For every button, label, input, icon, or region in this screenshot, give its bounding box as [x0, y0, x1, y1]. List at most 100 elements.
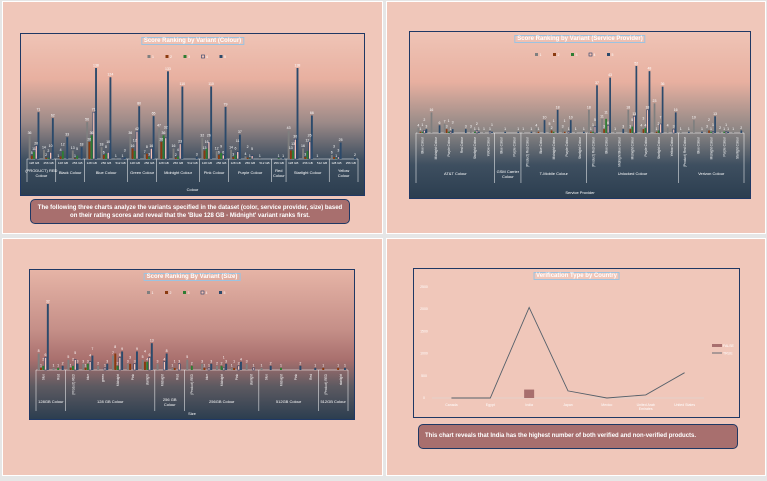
bar-rating-2: [30, 155, 33, 159]
category-label: Pink: [294, 374, 298, 381]
data-label: 1: [712, 123, 714, 127]
data-label: 12: [133, 139, 137, 143]
category-label: Purple Colour: [447, 136, 451, 156]
data-label: 3: [106, 359, 108, 363]
bar-rating-4: [646, 109, 649, 134]
data-label: 16: [149, 144, 153, 148]
y-tick-label: 500: [421, 374, 427, 378]
bar-rating-1: [693, 120, 695, 133]
bar-rating-2: [102, 155, 105, 159]
group-label: 512GB Colour: [276, 399, 302, 404]
category-label: Starlight Colour: [578, 136, 582, 159]
bar-rating-4: [593, 126, 597, 134]
category-label: Blue Colour: [696, 136, 700, 154]
legend-swatch: [219, 291, 222, 294]
data-label: 47: [157, 124, 161, 128]
bar-rating-1: [588, 109, 590, 133]
y-tick-label: 0: [423, 396, 425, 400]
data-label: 1: [592, 123, 594, 127]
group-label: Pink Colour: [204, 170, 225, 175]
bar-rating-5: [438, 125, 441, 133]
bar-rating-1: [52, 367, 55, 370]
data-label: 1: [316, 154, 318, 158]
bar-rating-3: [644, 127, 647, 133]
data-label: 1: [115, 154, 117, 158]
bar-rating-1: [201, 363, 204, 370]
data-label: 6: [607, 121, 609, 125]
data-label: 36: [28, 131, 32, 135]
bar-rating-5: [622, 129, 625, 133]
category-label: 256 GB: [245, 161, 255, 165]
data-label: 3: [465, 125, 467, 129]
bar-rating-3: [723, 131, 726, 133]
category-label: (Product) Red Colour: [526, 136, 530, 167]
bar-rating-2: [563, 131, 566, 133]
bar-rating-5: [269, 365, 272, 370]
bar-rating-1: [129, 135, 132, 159]
bar-rating-2: [114, 353, 117, 370]
data-label: 1: [732, 127, 734, 131]
bar-rating-1: [548, 126, 551, 133]
data-label: 3: [178, 359, 180, 363]
group-label: Midnight Colour: [164, 170, 193, 175]
data-label: 1: [688, 127, 690, 131]
bar-rating-3: [72, 365, 74, 370]
bar-rating-4: [148, 357, 151, 371]
data-label: 3: [706, 125, 708, 129]
bar-rating-1: [141, 359, 144, 370]
data-label: 1: [419, 127, 421, 131]
group-label: Unlocked Colour: [618, 171, 648, 176]
legend-swatch: [607, 53, 610, 56]
bar-rating-4: [35, 145, 38, 160]
category-label: 512 GB: [317, 161, 327, 165]
bar-rating-1: [215, 151, 218, 159]
bar-rating-5: [648, 71, 651, 133]
bar-rating-2: [708, 130, 710, 133]
data-label: 1: [278, 154, 280, 158]
data-label: 1: [522, 127, 524, 131]
bar-rating-3: [133, 151, 136, 159]
data-label: 3: [225, 359, 227, 363]
bar-rating-1: [627, 109, 630, 133]
bar-rating-5: [167, 71, 169, 159]
bar-rating-3: [552, 131, 555, 133]
bar-rating-1: [258, 158, 261, 159]
bar-rating-1: [302, 148, 304, 159]
category-label: (Product) RED: [190, 373, 194, 394]
category-label: 256 GB: [101, 161, 111, 165]
data-label: 4: [644, 123, 646, 127]
data-label: 1: [568, 127, 570, 131]
bar-rating-5: [195, 157, 198, 159]
data-label: 1: [280, 363, 282, 367]
bar-rating-5: [138, 106, 141, 159]
legend-swatch: [183, 55, 187, 58]
data-label: 5: [76, 147, 78, 151]
data-label: 1: [53, 363, 55, 367]
data-label: 3: [124, 149, 126, 153]
data-label: 3: [82, 359, 84, 363]
bar-rating-2: [203, 367, 206, 370]
category-label: starlight: [250, 374, 254, 385]
data-label: 4: [146, 357, 148, 361]
bar-rating-2: [69, 367, 72, 370]
data-label: 37: [238, 130, 242, 134]
bar-rating-3: [190, 365, 193, 370]
bar-rating-1: [287, 130, 290, 159]
data-label: 2: [62, 361, 64, 365]
bar-rating-3: [280, 367, 282, 370]
legend-label: 4: [206, 55, 208, 59]
data-label: 66: [310, 111, 314, 115]
bar-rating-1: [71, 150, 74, 159]
group-label: Verizon Colour: [698, 171, 725, 176]
category-label: 512 GB: [187, 161, 197, 165]
bar-rating-4: [178, 363, 181, 371]
category-label: Red Colour: [460, 136, 464, 153]
data-label: 13: [289, 146, 293, 150]
data-label: 1: [710, 127, 712, 131]
data-label: 18: [100, 143, 104, 147]
bar-rating-1: [653, 103, 656, 133]
data-label: 8: [105, 145, 107, 149]
bar-rating-1: [244, 156, 247, 159]
